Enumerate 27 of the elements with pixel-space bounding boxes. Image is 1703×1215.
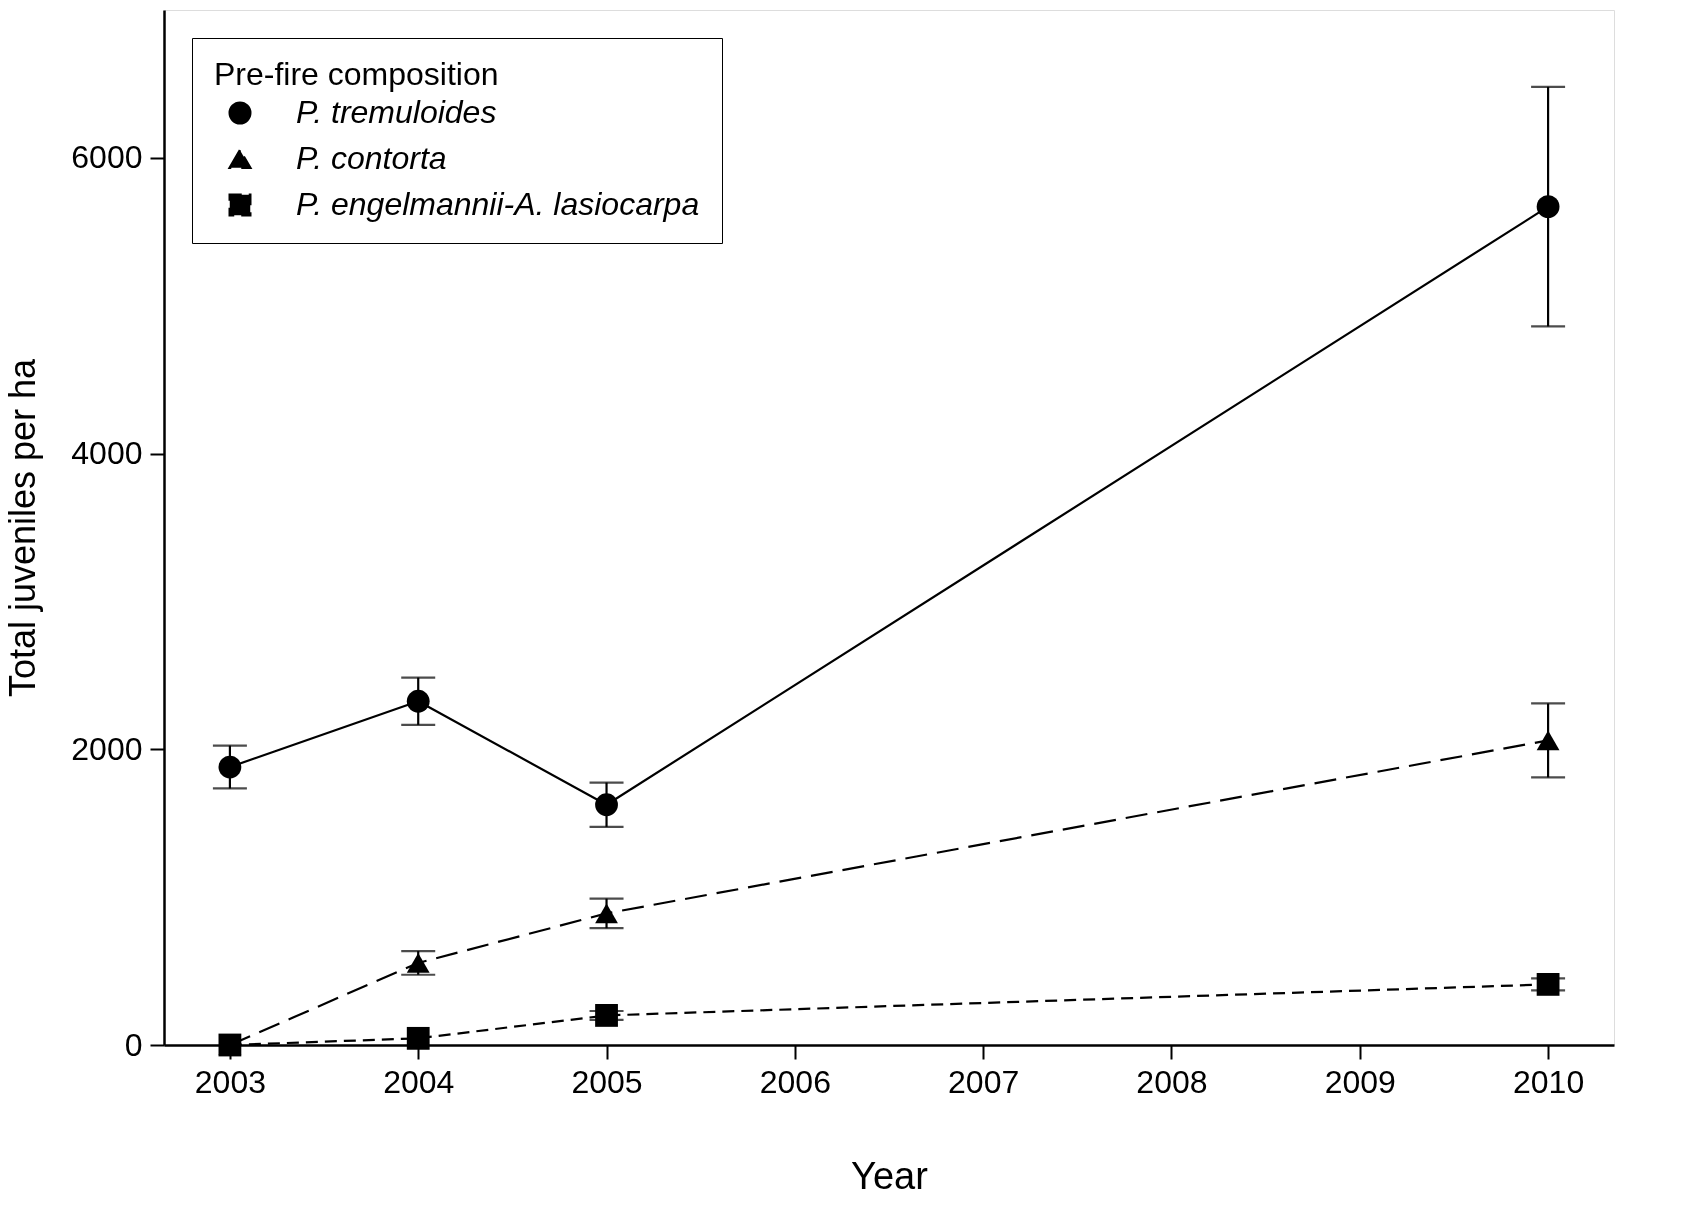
legend-label: P. engelmannii-A. lasiocarpa bbox=[296, 186, 700, 222]
point bbox=[595, 903, 618, 924]
point bbox=[1536, 195, 1560, 219]
point bbox=[1536, 730, 1560, 751]
x-tick-label: 2008 bbox=[1136, 1063, 1208, 1100]
y-tick-label: 6000 bbox=[71, 139, 143, 176]
legend-label: P. contorta bbox=[296, 140, 447, 176]
x-tick-label: 2006 bbox=[759, 1063, 831, 1100]
y-tick-label: 2000 bbox=[71, 730, 143, 767]
x-tick-label: 2010 bbox=[1513, 1063, 1585, 1100]
x-tick-label: 2009 bbox=[1324, 1063, 1396, 1100]
y-axis-title: Total juveniles per ha bbox=[2, 357, 44, 698]
x-tick-label: 2004 bbox=[383, 1063, 455, 1100]
x-axis-title: Year bbox=[851, 1154, 929, 1197]
y-tick-label: 4000 bbox=[71, 435, 143, 472]
point bbox=[406, 953, 430, 973]
point bbox=[406, 1026, 430, 1050]
point bbox=[595, 793, 618, 817]
x-tick-label: 2003 bbox=[194, 1063, 266, 1100]
legend-label: P. tremuloides bbox=[296, 94, 497, 130]
point bbox=[1536, 972, 1560, 996]
x-tick-label: 2005 bbox=[571, 1063, 643, 1100]
point bbox=[406, 689, 430, 713]
y-tick-label: 0 bbox=[124, 1026, 143, 1063]
x-tick-label: 2007 bbox=[948, 1063, 1020, 1100]
point bbox=[218, 755, 242, 779]
legend-title: Pre-fire composition bbox=[214, 56, 499, 92]
